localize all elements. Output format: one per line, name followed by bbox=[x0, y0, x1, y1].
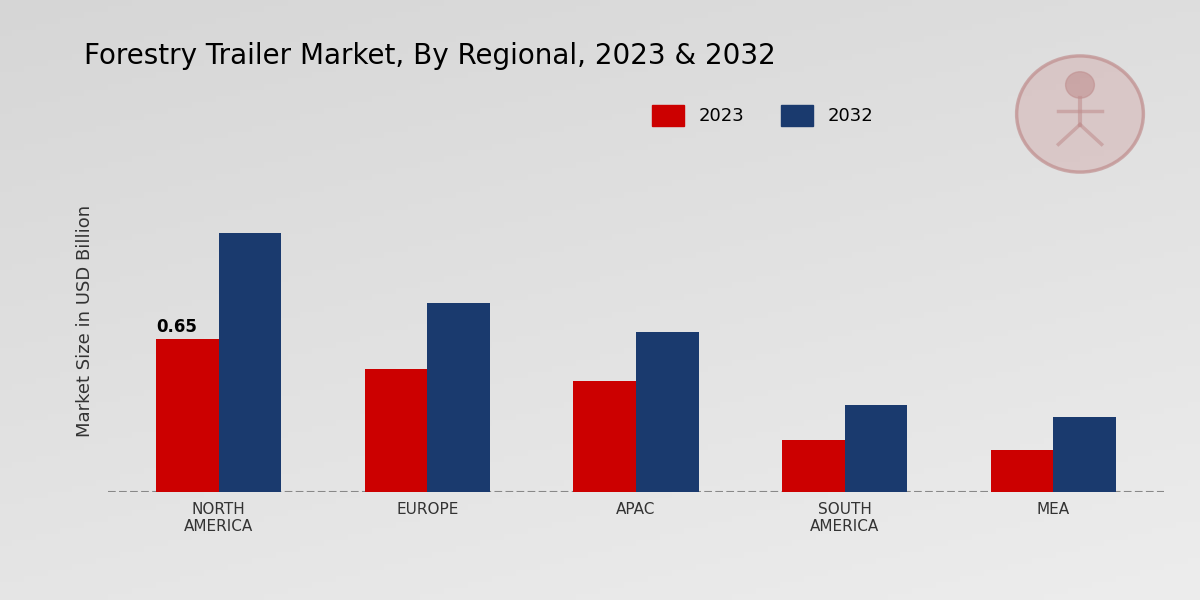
Bar bbox=[845, 405, 907, 492]
Bar bbox=[365, 370, 427, 492]
Bar bbox=[991, 449, 1054, 492]
Text: 0.65: 0.65 bbox=[156, 319, 197, 337]
Circle shape bbox=[1066, 72, 1094, 98]
Bar bbox=[218, 233, 281, 492]
Bar bbox=[574, 381, 636, 492]
Bar bbox=[427, 304, 490, 492]
Bar bbox=[782, 440, 845, 492]
Y-axis label: Market Size in USD Billion: Market Size in USD Billion bbox=[76, 205, 94, 437]
Bar bbox=[156, 338, 218, 492]
Circle shape bbox=[1016, 56, 1144, 172]
Legend: 2023, 2032: 2023, 2032 bbox=[644, 97, 881, 133]
Bar bbox=[1054, 416, 1116, 492]
Bar bbox=[636, 332, 698, 492]
Text: Forestry Trailer Market, By Regional, 2023 & 2032: Forestry Trailer Market, By Regional, 20… bbox=[84, 42, 775, 70]
